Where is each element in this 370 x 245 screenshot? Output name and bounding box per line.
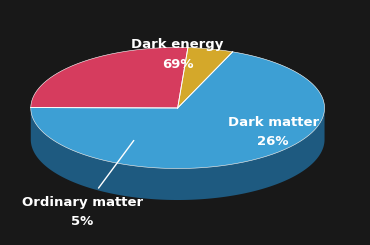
Text: Dark matter: Dark matter bbox=[228, 116, 319, 129]
Polygon shape bbox=[31, 48, 188, 108]
Polygon shape bbox=[31, 52, 324, 169]
Text: Dark energy: Dark energy bbox=[131, 38, 224, 51]
Text: 5%: 5% bbox=[71, 215, 93, 228]
Polygon shape bbox=[178, 48, 233, 108]
Polygon shape bbox=[31, 108, 324, 200]
Text: Ordinary matter: Ordinary matter bbox=[21, 196, 143, 209]
Text: 26%: 26% bbox=[258, 135, 289, 148]
Text: 69%: 69% bbox=[162, 58, 194, 71]
